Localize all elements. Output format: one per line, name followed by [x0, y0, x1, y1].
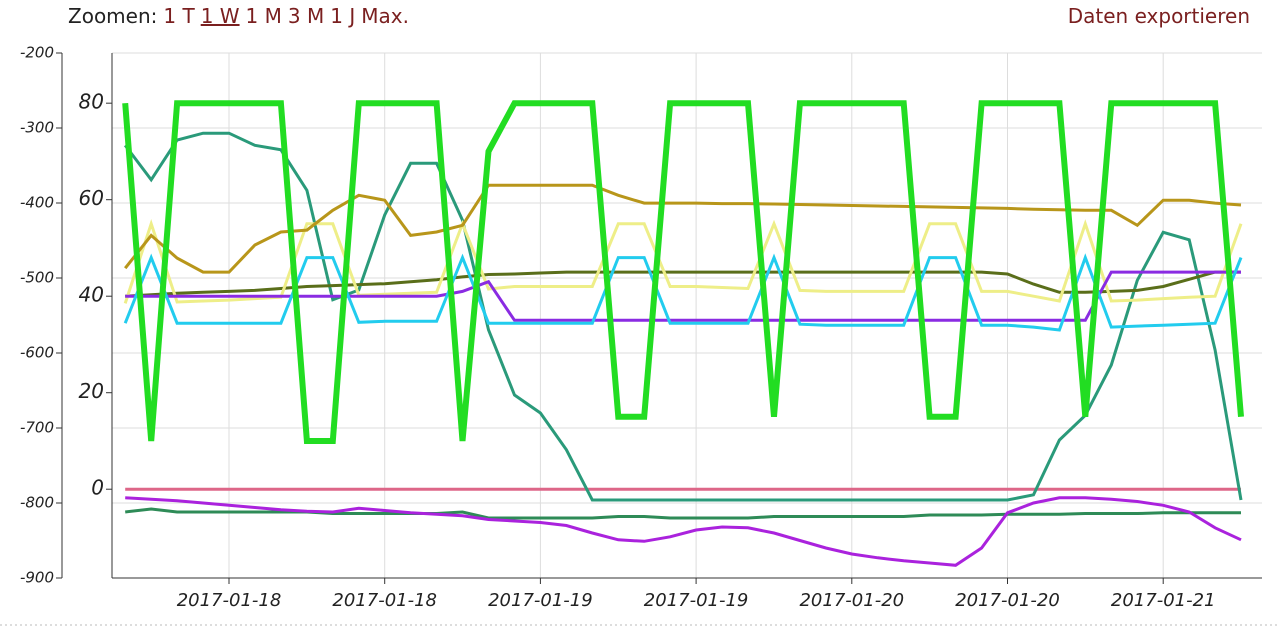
- y-tick-label: 40: [79, 283, 104, 307]
- series-line: [125, 496, 1242, 567]
- y2-tick-label: -200: [20, 44, 54, 62]
- y2-tick-label: -300: [20, 119, 54, 137]
- y2-tick-label: -900: [20, 569, 54, 587]
- y-tick-label: 0: [91, 476, 104, 500]
- x-tick-label: 2017-01-21: [1111, 590, 1216, 611]
- series-line: [122, 100, 1244, 444]
- x-tick-label: 2017-01-20: [955, 590, 1060, 611]
- series-line: [125, 270, 1241, 298]
- y2-tick-label: -600: [20, 344, 54, 362]
- zoom-option[interactable]: 1 J: [330, 4, 356, 28]
- x-tick-label: 2017-01-19: [644, 590, 749, 611]
- y-tick-label: 20: [79, 379, 104, 403]
- series-line: [124, 183, 1242, 274]
- zoom-option[interactable]: 3 M: [287, 4, 325, 28]
- y2-tick-label: -400: [20, 194, 54, 212]
- y-tick-label: 80: [79, 90, 104, 114]
- series-line: [123, 218, 1243, 304]
- x-tick-label: 2017-01-19: [488, 590, 593, 611]
- export-link[interactable]: Daten exportieren: [1067, 4, 1250, 28]
- x-tick-label: 2017-01-18: [177, 590, 282, 611]
- x-tick-label: 2017-01-18: [332, 590, 437, 611]
- zoom-option[interactable]: Max.: [361, 4, 409, 28]
- y2-tick-label: -800: [20, 494, 54, 512]
- zoom-label: Zoomen:: [68, 4, 158, 28]
- series-line: [125, 270, 1241, 322]
- series-line: [123, 253, 1243, 332]
- zoom-option[interactable]: 1 M: [245, 4, 282, 28]
- zoom-option[interactable]: 1 T: [163, 4, 195, 28]
- y-tick-label: 60: [79, 186, 104, 210]
- x-tick-label: 2017-01-20: [799, 590, 904, 611]
- y2-tick-label: -700: [20, 419, 54, 437]
- zoom-option[interactable]: 1 W: [200, 4, 240, 28]
- series-line: [124, 131, 1243, 502]
- y2-tick-label: -500: [20, 269, 54, 287]
